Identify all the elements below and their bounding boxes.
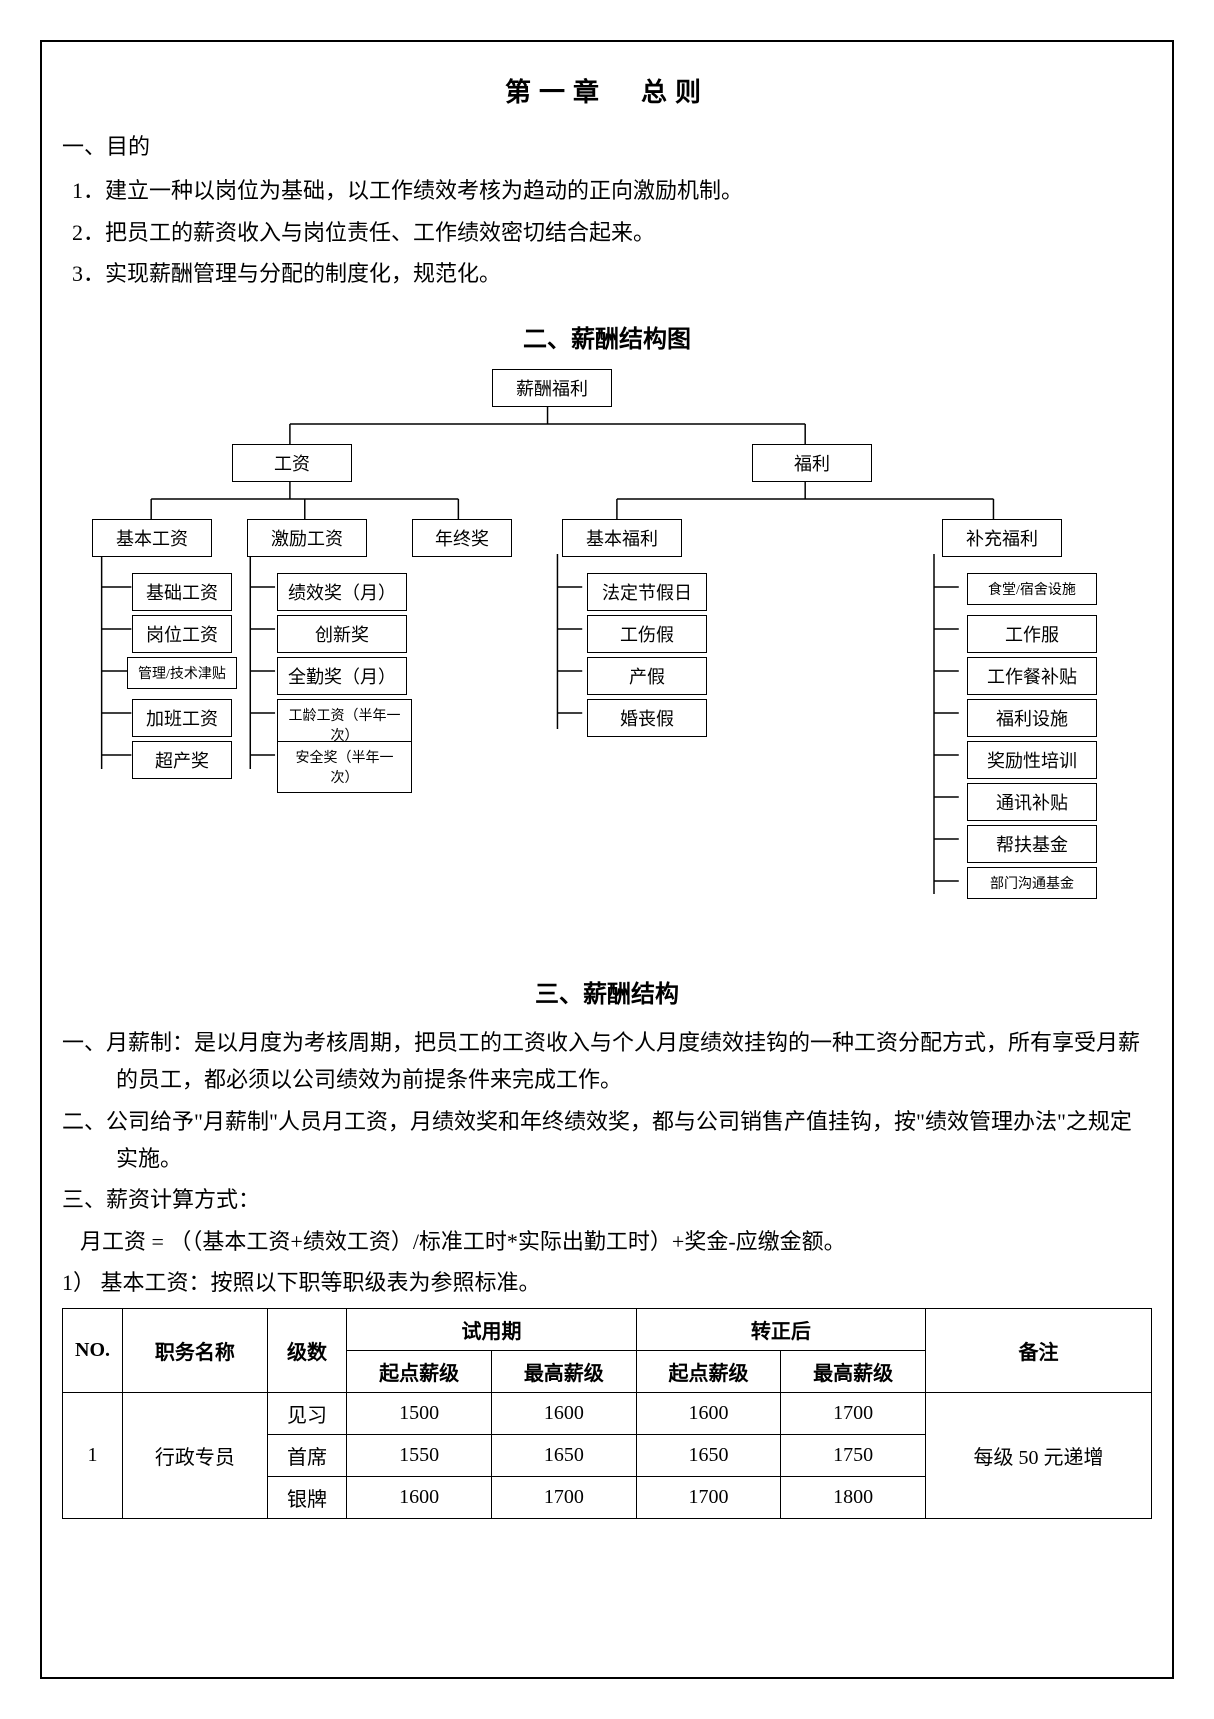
cell-value: 1650 <box>636 1434 781 1476</box>
leaf-node: 加班工资 <box>132 699 232 737</box>
salary-structure-diagram: 薪酬福利 工资 福利 基本工资 激励工资 年终奖 基本福利 补充福利 基础工资 … <box>62 369 1152 949</box>
th-level: 级数 <box>267 1308 347 1392</box>
cell-value: 1800 <box>781 1476 926 1518</box>
section2-title: 二、薪酬结构图 <box>62 319 1152 354</box>
th-regular: 转正后 <box>636 1308 925 1350</box>
th-trial: 试用期 <box>347 1308 636 1350</box>
cell-value: 1600 <box>636 1392 781 1434</box>
leaf-node: 婚丧假 <box>587 699 707 737</box>
leaf-node: 工作餐补贴 <box>967 657 1097 695</box>
cell-value: 1500 <box>347 1392 492 1434</box>
th-no: NO. <box>63 1308 123 1392</box>
leaf-node: 工伤假 <box>587 615 707 653</box>
table-header-row: NO. 职务名称 级数 试用期 转正后 备注 <box>63 1308 1152 1350</box>
list-item: 1．建立一种以岗位为基础，以工作绩效考核为趋动的正向激励机制。 <box>72 171 1152 211</box>
list-item: 2．把员工的薪资收入与岗位责任、工作绩效密切结合起来。 <box>72 213 1152 253</box>
leaf-node: 食堂/宿舍设施 <box>967 573 1097 605</box>
cell-value: 1600 <box>491 1392 636 1434</box>
leaf-node: 创新奖 <box>277 615 407 653</box>
leaf-node: 安全奖（半年一次） <box>277 741 412 793</box>
salary-formula: 月工资 = （（基本工资+绩效工资）/标准工时*实际出勤工时）+奖金-应缴金额。 <box>62 1223 1152 1260</box>
node-basic-wage: 基本工资 <box>92 519 212 557</box>
node-root: 薪酬福利 <box>492 369 612 407</box>
section3-p1: 一、月薪制：是以月度为考核周期，把员工的工资收入与个人月度绩效挂钩的一种工资分配… <box>62 1024 1152 1099</box>
leaf-node: 奖励性培训 <box>967 741 1097 779</box>
cell-level: 银牌 <box>267 1476 347 1518</box>
cell-value: 1700 <box>636 1476 781 1518</box>
leaf-node: 部门沟通基金 <box>967 867 1097 899</box>
section3-p4: 1） 基本工资：按照以下职等职级表为参照标准。 <box>62 1264 1152 1301</box>
section3-title: 三、薪酬结构 <box>62 974 1152 1009</box>
purpose-list: 1．建立一种以岗位为基础，以工作绩效考核为趋动的正向激励机制。 2．把员工的薪资… <box>62 171 1152 294</box>
chapter-title: 第一章 总则 <box>62 72 1152 109</box>
section3-p2: 二、公司给予"月薪制"人员月工资，月绩效奖和年终绩效奖，都与公司销售产值挂钩，按… <box>62 1103 1152 1178</box>
cell-no: 1 <box>63 1392 123 1518</box>
leaf-node: 帮扶基金 <box>967 825 1097 863</box>
salary-grade-table: NO. 职务名称 级数 试用期 转正后 备注 起点薪级 最高薪级 起点薪级 最高… <box>62 1308 1152 1519</box>
node-extra-benefit: 补充福利 <box>942 519 1062 557</box>
leaf-node: 超产奖 <box>132 741 232 779</box>
th-start: 起点薪级 <box>347 1350 492 1392</box>
cell-value: 1700 <box>491 1476 636 1518</box>
cell-remark: 每级 50 元递增 <box>926 1392 1152 1518</box>
cell-value: 1600 <box>347 1476 492 1518</box>
th-remark: 备注 <box>926 1308 1152 1392</box>
th-start: 起点薪级 <box>636 1350 781 1392</box>
th-position: 职务名称 <box>123 1308 268 1392</box>
cell-value: 1550 <box>347 1434 492 1476</box>
leaf-node: 通讯补贴 <box>967 783 1097 821</box>
node-wage: 工资 <box>232 444 352 482</box>
leaf-node: 绩效奖（月） <box>277 573 407 611</box>
leaf-node: 福利设施 <box>967 699 1097 737</box>
node-year-end: 年终奖 <box>412 519 512 557</box>
leaf-node: 全勤奖（月） <box>277 657 407 695</box>
page-border: 第一章 总则 一、目的 1．建立一种以岗位为基础，以工作绩效考核为趋动的正向激励… <box>40 40 1174 1679</box>
cell-value: 1650 <box>491 1434 636 1476</box>
cell-level: 见习 <box>267 1392 347 1434</box>
cell-position: 行政专员 <box>123 1392 268 1518</box>
cell-level: 首席 <box>267 1434 347 1476</box>
cell-value: 1750 <box>781 1434 926 1476</box>
th-max: 最高薪级 <box>781 1350 926 1392</box>
section3-p3: 三、薪资计算方式： <box>62 1181 1152 1218</box>
leaf-node: 法定节假日 <box>587 573 707 611</box>
section1-heading: 一、目的 <box>62 129 1152 161</box>
leaf-node: 产假 <box>587 657 707 695</box>
leaf-node: 基础工资 <box>132 573 232 611</box>
leaf-node: 岗位工资 <box>132 615 232 653</box>
leaf-node: 管理/技术津贴 <box>127 657 237 689</box>
list-item: 3．实现薪酬管理与分配的制度化，规范化。 <box>72 254 1152 294</box>
cell-value: 1700 <box>781 1392 926 1434</box>
table-row: 1 行政专员 见习 1500 1600 1600 1700 每级 50 元递增 <box>63 1392 1152 1434</box>
leaf-node: 工作服 <box>967 615 1097 653</box>
th-max: 最高薪级 <box>491 1350 636 1392</box>
node-benefit: 福利 <box>752 444 872 482</box>
node-basic-benefit: 基本福利 <box>562 519 682 557</box>
node-incentive-wage: 激励工资 <box>247 519 367 557</box>
